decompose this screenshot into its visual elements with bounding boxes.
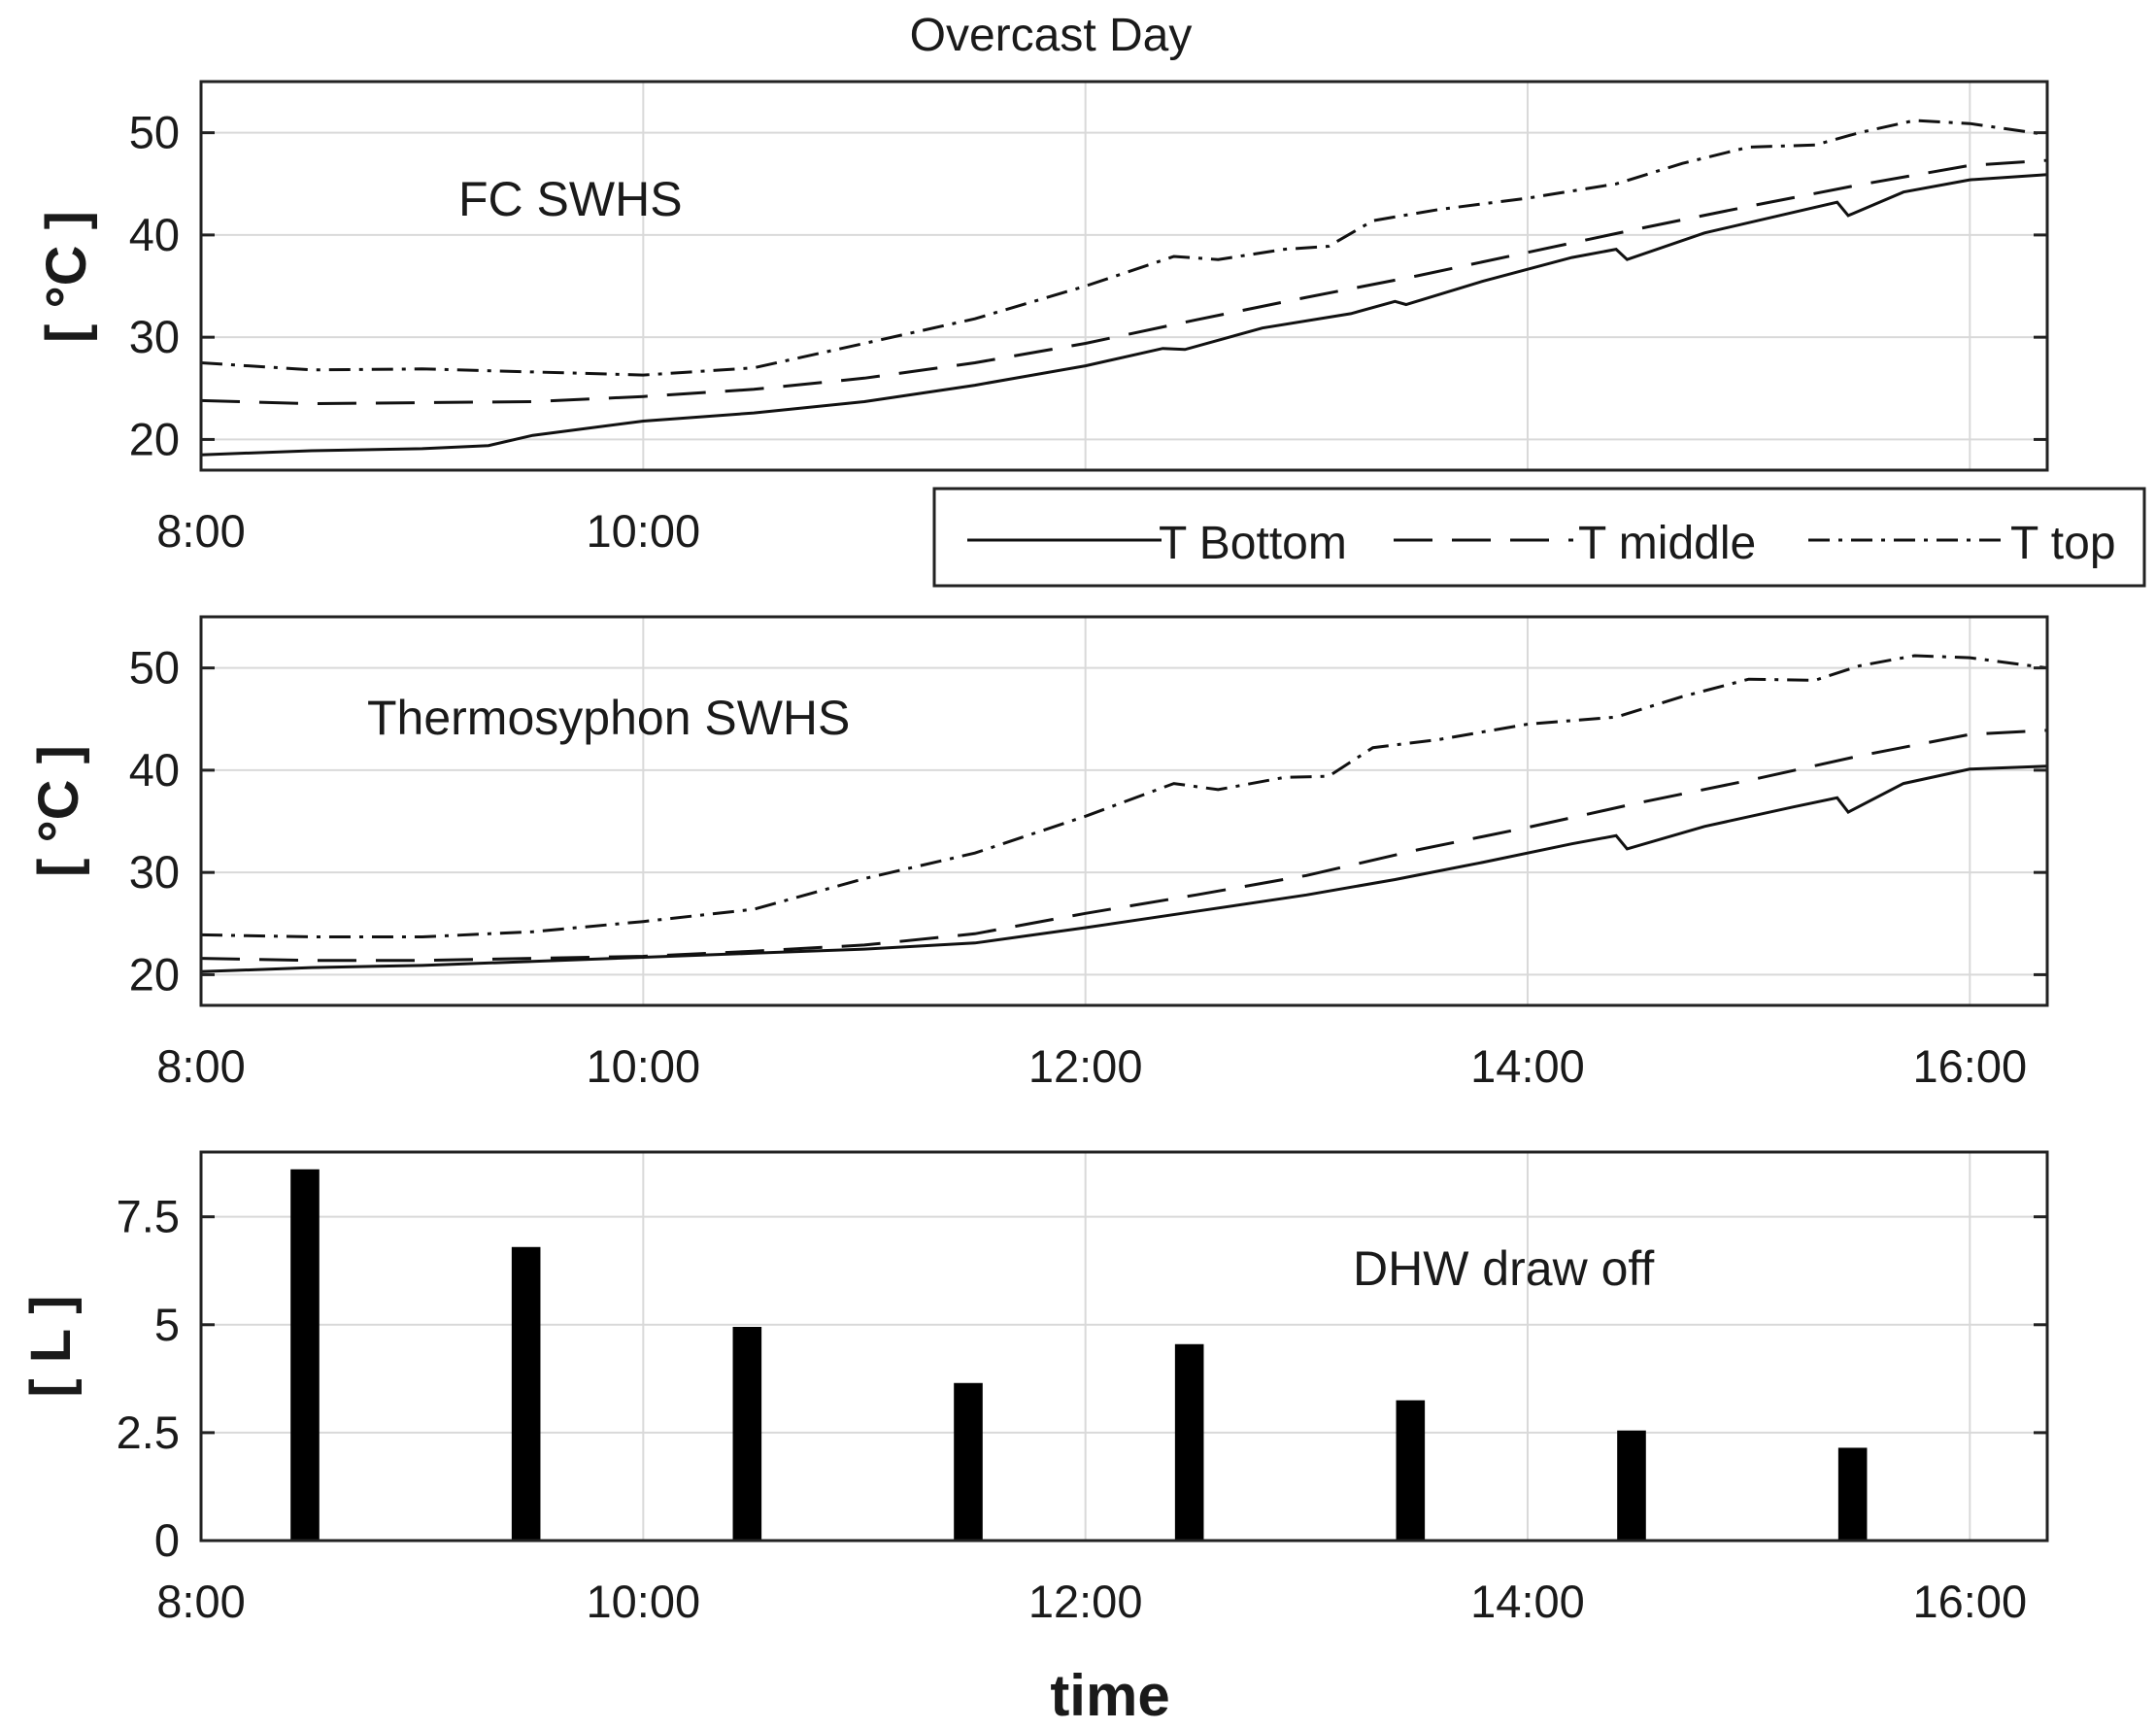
dhw-bar-6 [1617, 1430, 1646, 1541]
dhw-bar-3 [954, 1382, 983, 1541]
dhw-bar-0 [290, 1169, 320, 1541]
panel-fc: 20 30 40 50 8:00 10:00 FC SWHS [ °C ] [35, 80, 2049, 557]
thermosyphon-xtick-label-0: 8:00 [156, 1040, 245, 1092]
fc-series-t-bottom [200, 173, 2048, 457]
dhw-ytick-label-0: 0 [154, 1514, 180, 1566]
panel-dhw: 0 2.5 5 7.5 8:00 10:00 12:00 14:00 16:00 DHW dra… [19, 1150, 2049, 1728]
legend-label-top: T top [2010, 518, 2116, 569]
thermosyphon-ylabel: [ °C ] [27, 745, 90, 877]
fc-ytick-label-1: 30 [129, 311, 180, 362]
thermosyphon-xtick-label-2: 12:00 [1028, 1040, 1143, 1092]
fc-annotation: FC SWHS [458, 172, 683, 226]
fc-ylabel: [ °C ] [35, 211, 98, 343]
dhw-xtick-label-2: 12:00 [1028, 1576, 1143, 1627]
thermosyphon-ytick-label-1: 30 [129, 846, 180, 898]
thermosyphon-ytick-label-0: 20 [129, 948, 180, 1000]
thermosyphon-series-t-middle [200, 729, 2048, 963]
fc-ytick-label-3: 50 [129, 107, 180, 158]
dhw-xtick-label-1: 10:00 [587, 1576, 701, 1627]
legend-label-bottom: T Bottom [1159, 518, 1347, 569]
thermosyphon-xtick-label-3: 14:00 [1470, 1040, 1585, 1092]
dhw-annotation: DHW draw off [1353, 1241, 1654, 1296]
dhw-ytick-label-2: 5 [154, 1299, 180, 1350]
dhw-bar-2 [732, 1327, 762, 1541]
dhw-ytick-label-1: 2.5 [117, 1407, 180, 1458]
dhw-xtick-label-4: 16:00 [1913, 1576, 2028, 1627]
fc-ytick-label-2: 40 [129, 209, 180, 260]
fc-ytick-label-0: 20 [129, 413, 180, 464]
thermosyphon-xtick-label-4: 16:00 [1913, 1040, 2028, 1092]
dhw-ytick-label-3: 7.5 [117, 1191, 180, 1242]
dhw-bar-4 [1174, 1343, 1204, 1541]
thermosyphon-ytick-label-2: 40 [129, 744, 180, 796]
fc-xtick-label-1: 10:00 [587, 505, 701, 557]
thermosyphon-axes-box [199, 615, 2049, 1007]
legend: T Bottom T middle T top [932, 487, 2146, 588]
legend-label-middle: T middle [1578, 518, 1756, 569]
thermosyphon-xtick-label-1: 10:00 [587, 1040, 701, 1092]
dhw-xlabel: time [1050, 1663, 1169, 1728]
dhw-axes-box [199, 1150, 2049, 1543]
fc-axes-box [199, 80, 2049, 472]
fc-series-t-middle [200, 158, 2048, 406]
thermosyphon-annotation: Thermosyphon SWHS [367, 691, 850, 745]
dhw-bar-1 [511, 1246, 541, 1541]
legend-box [932, 487, 2146, 588]
fc-xtick-label-0: 8:00 [156, 505, 245, 557]
thermosyphon-series-t-top [200, 654, 2048, 938]
thermosyphon-series-t-bottom [200, 764, 2048, 973]
dhw-ylabel: [ L ] [19, 1295, 83, 1397]
dhw-xtick-label-3: 14:00 [1470, 1576, 1585, 1627]
thermosyphon-ytick-label-3: 50 [129, 642, 180, 694]
fc-series-t-top [200, 119, 2048, 377]
dhw-xtick-label-0: 8:00 [156, 1576, 245, 1627]
dhw-bar-7 [1837, 1447, 1868, 1541]
dhw-bar-5 [1396, 1400, 1426, 1541]
panel-thermosyphon: 20 30 40 50 8:00 10:00 12:00 14:00 16:00 Thermos… [27, 615, 2049, 1092]
figure-title: Overcast Day [910, 10, 1193, 61]
